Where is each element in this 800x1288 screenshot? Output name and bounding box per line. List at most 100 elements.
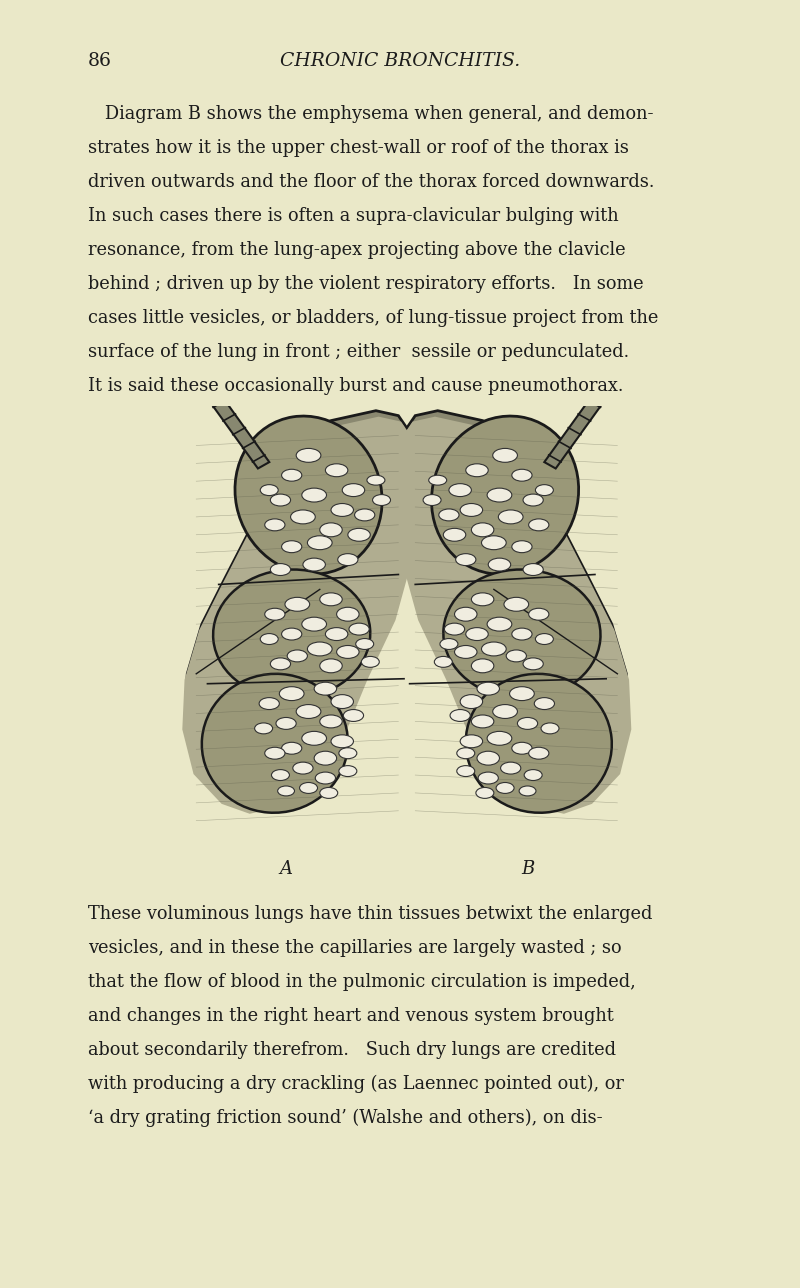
Ellipse shape <box>302 732 326 746</box>
Ellipse shape <box>477 751 499 765</box>
Ellipse shape <box>512 541 532 553</box>
Ellipse shape <box>320 592 342 605</box>
Text: surface of the lung in front ; either  sessile or pedunculated.: surface of the lung in front ; either se… <box>88 343 629 361</box>
Ellipse shape <box>487 488 512 502</box>
Ellipse shape <box>498 510 523 524</box>
Ellipse shape <box>535 634 554 644</box>
Ellipse shape <box>296 448 321 462</box>
Ellipse shape <box>235 416 382 574</box>
Ellipse shape <box>303 558 326 571</box>
Polygon shape <box>395 411 629 808</box>
Ellipse shape <box>512 742 532 755</box>
Ellipse shape <box>354 509 375 520</box>
Ellipse shape <box>477 683 499 696</box>
Ellipse shape <box>460 504 482 516</box>
Text: B: B <box>521 860 534 878</box>
Text: In such cases there is often a supra-clavicular bulging with: In such cases there is often a supra-cla… <box>88 207 618 225</box>
Ellipse shape <box>282 469 302 482</box>
Ellipse shape <box>482 536 506 550</box>
Ellipse shape <box>431 416 578 574</box>
Ellipse shape <box>456 554 476 565</box>
Ellipse shape <box>523 658 543 670</box>
Text: that the flow of blood in the pulmonic circulation is impeded,: that the flow of blood in the pulmonic c… <box>88 972 636 990</box>
Ellipse shape <box>326 464 348 477</box>
Ellipse shape <box>429 475 446 486</box>
Text: CHRONIC BRONCHITIS.: CHRONIC BRONCHITIS. <box>280 52 520 70</box>
Text: resonance, from the lung-apex projecting above the clavicle: resonance, from the lung-apex projecting… <box>88 241 626 259</box>
Ellipse shape <box>265 747 285 759</box>
Ellipse shape <box>493 705 518 719</box>
Ellipse shape <box>445 623 465 635</box>
Ellipse shape <box>320 787 338 799</box>
Ellipse shape <box>478 772 498 784</box>
Ellipse shape <box>342 484 365 497</box>
Polygon shape <box>179 353 270 469</box>
Ellipse shape <box>320 715 342 728</box>
Ellipse shape <box>254 723 273 734</box>
Ellipse shape <box>279 687 304 701</box>
Ellipse shape <box>373 495 390 505</box>
Ellipse shape <box>270 495 290 506</box>
Polygon shape <box>182 416 422 814</box>
Ellipse shape <box>457 765 474 777</box>
Ellipse shape <box>482 641 506 656</box>
Ellipse shape <box>213 569 370 698</box>
Polygon shape <box>544 353 634 469</box>
Text: behind ; driven up by the violent respiratory efforts.   In some: behind ; driven up by the violent respir… <box>88 276 644 292</box>
Ellipse shape <box>434 657 452 667</box>
Text: vesicles, and in these the capillaries are largely wasted ; so: vesicles, and in these the capillaries a… <box>88 939 622 957</box>
Ellipse shape <box>512 629 532 640</box>
Ellipse shape <box>331 504 354 516</box>
Ellipse shape <box>523 495 543 506</box>
Ellipse shape <box>466 627 488 640</box>
Ellipse shape <box>276 717 296 729</box>
Ellipse shape <box>320 659 342 672</box>
Ellipse shape <box>282 541 302 553</box>
Ellipse shape <box>471 715 494 728</box>
Ellipse shape <box>271 770 290 781</box>
Ellipse shape <box>510 687 534 701</box>
Text: ‘a dry grating friction sound’ (Walshe and others), on dis-: ‘a dry grating friction sound’ (Walshe a… <box>88 1109 602 1127</box>
Ellipse shape <box>278 786 294 796</box>
Ellipse shape <box>315 772 335 784</box>
Ellipse shape <box>519 786 536 796</box>
Text: strates how it is the upper chest-wall or roof of the thorax is: strates how it is the upper chest-wall o… <box>88 139 629 157</box>
Text: and changes in the right heart and venous system brought: and changes in the right heart and venou… <box>88 1007 614 1025</box>
Ellipse shape <box>488 558 510 571</box>
Text: driven outwards and the floor of the thorax forced downwards.: driven outwards and the floor of the tho… <box>88 173 654 191</box>
Ellipse shape <box>331 735 354 748</box>
Text: These voluminous lungs have thin tissues betwixt the enlarged: These voluminous lungs have thin tissues… <box>88 905 652 923</box>
Ellipse shape <box>339 765 357 777</box>
Ellipse shape <box>541 723 559 734</box>
Ellipse shape <box>506 650 526 662</box>
Ellipse shape <box>471 659 494 672</box>
Ellipse shape <box>293 762 313 774</box>
Ellipse shape <box>320 523 342 537</box>
Ellipse shape <box>466 464 488 477</box>
Polygon shape <box>392 416 631 814</box>
Ellipse shape <box>501 762 521 774</box>
Ellipse shape <box>338 554 358 565</box>
Ellipse shape <box>454 645 477 658</box>
Ellipse shape <box>282 629 302 640</box>
Ellipse shape <box>339 748 357 759</box>
Ellipse shape <box>302 617 326 631</box>
Ellipse shape <box>460 694 482 708</box>
Ellipse shape <box>260 484 278 496</box>
Ellipse shape <box>296 705 321 719</box>
Ellipse shape <box>343 710 363 721</box>
Ellipse shape <box>290 510 315 524</box>
Ellipse shape <box>529 519 549 531</box>
Text: A: A <box>279 860 293 878</box>
Ellipse shape <box>524 770 542 781</box>
Ellipse shape <box>529 608 549 620</box>
Text: It is said these occasionally burst and cause pneumothorax.: It is said these occasionally burst and … <box>88 377 623 395</box>
Ellipse shape <box>260 634 278 644</box>
Text: 86: 86 <box>88 52 112 70</box>
Ellipse shape <box>443 528 466 541</box>
Polygon shape <box>185 411 418 808</box>
Ellipse shape <box>440 639 458 649</box>
Ellipse shape <box>202 674 348 813</box>
Ellipse shape <box>326 627 348 640</box>
Ellipse shape <box>299 783 318 793</box>
